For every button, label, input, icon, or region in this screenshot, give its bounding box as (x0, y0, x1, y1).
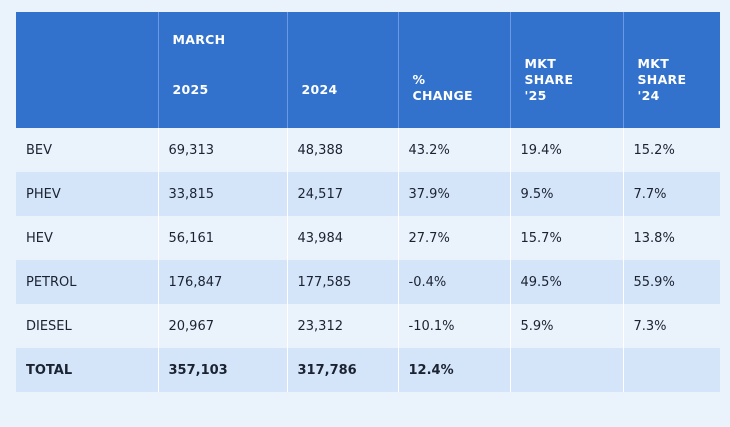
table-row-total: TOTAL 357,103 317,786 12.4% (16, 348, 720, 392)
table-row-bev: BEV 69,313 48,388 43.2% 19.4% 15.2% (16, 128, 720, 172)
header-ms25-line1: MKT (524, 56, 557, 71)
header-ms25-line2: SHARE (524, 72, 574, 87)
cell-2024: 177,585 (286, 260, 398, 304)
cell-2025: 176,847 (157, 260, 287, 304)
cell-mkt-share-25: 49.5% (509, 260, 623, 304)
cell-2024: 43,984 (286, 216, 398, 260)
cell-2024: 24,517 (286, 172, 398, 216)
cell-pct-change: -0.4% (397, 260, 510, 304)
cell-2025: 20,967 (157, 304, 287, 348)
cell-fuel-type: PETROL (16, 260, 158, 304)
header-empty (16, 12, 158, 128)
header-ms24-line1: MKT (637, 56, 670, 71)
header-2025: MARCH 2025 (157, 12, 287, 128)
cell-fuel-type: DIESEL (16, 304, 158, 348)
header-pct-line1: % (412, 72, 426, 87)
cell-mkt-share-25: 19.4% (509, 128, 623, 172)
cell-fuel-type: TOTAL (16, 348, 158, 392)
header-mkt-share-25: MKT SHARE '25 (509, 12, 623, 128)
cell-pct-change: 27.7% (397, 216, 510, 260)
table-row-hev: HEV 56,161 43,984 27.7% 15.7% 13.8% (16, 216, 720, 260)
cell-mkt-share-25 (509, 348, 623, 392)
cell-2024: 48,388 (286, 128, 398, 172)
cell-pct-change: 37.9% (397, 172, 510, 216)
header-2025-label: 2025 (172, 82, 209, 97)
header-pct-line2: CHANGE (412, 88, 473, 103)
cell-mkt-share-24: 13.8% (622, 216, 720, 260)
cell-2024: 317,786 (286, 348, 398, 392)
sales-table-container: MARCH 2025 2024 % CHANGE MKT SHARE '25 M… (16, 12, 720, 392)
cell-2025: 56,161 (157, 216, 287, 260)
cell-mkt-share-25: 9.5% (509, 172, 623, 216)
cell-mkt-share-25: 5.9% (509, 304, 623, 348)
header-ms25-line3: '25 (524, 88, 547, 103)
table-header-row: MARCH 2025 2024 % CHANGE MKT SHARE '25 M… (16, 12, 720, 128)
header-group-march: MARCH (172, 32, 226, 47)
cell-mkt-share-24: 15.2% (622, 128, 720, 172)
cell-pct-change: 12.4% (397, 348, 510, 392)
cell-2024: 23,312 (286, 304, 398, 348)
header-pct-change: % CHANGE (397, 12, 510, 128)
header-2024-label: 2024 (301, 82, 338, 97)
header-2024: 2024 (286, 12, 398, 128)
cell-2025: 69,313 (157, 128, 287, 172)
cell-mkt-share-24: 55.9% (622, 260, 720, 304)
header-ms24-line2: SHARE (637, 72, 687, 87)
cell-pct-change: -10.1% (397, 304, 510, 348)
cell-fuel-type: BEV (16, 128, 158, 172)
table-row-phev: PHEV 33,815 24,517 37.9% 9.5% 7.7% (16, 172, 720, 216)
table-row-petrol: PETROL 176,847 177,585 -0.4% 49.5% 55.9% (16, 260, 720, 304)
sales-table: MARCH 2025 2024 % CHANGE MKT SHARE '25 M… (16, 12, 720, 392)
cell-2025: 33,815 (157, 172, 287, 216)
table-row-diesel: DIESEL 20,967 23,312 -10.1% 5.9% 7.3% (16, 304, 720, 348)
cell-fuel-type: HEV (16, 216, 158, 260)
header-mkt-share-24: MKT SHARE '24 (622, 12, 720, 128)
cell-pct-change: 43.2% (397, 128, 510, 172)
cell-mkt-share-25: 15.7% (509, 216, 623, 260)
header-ms24-line3: '24 (637, 88, 660, 103)
cell-mkt-share-24: 7.7% (622, 172, 720, 216)
cell-mkt-share-24: 7.3% (622, 304, 720, 348)
cell-2025: 357,103 (157, 348, 287, 392)
cell-fuel-type: PHEV (16, 172, 158, 216)
cell-mkt-share-24 (622, 348, 720, 392)
